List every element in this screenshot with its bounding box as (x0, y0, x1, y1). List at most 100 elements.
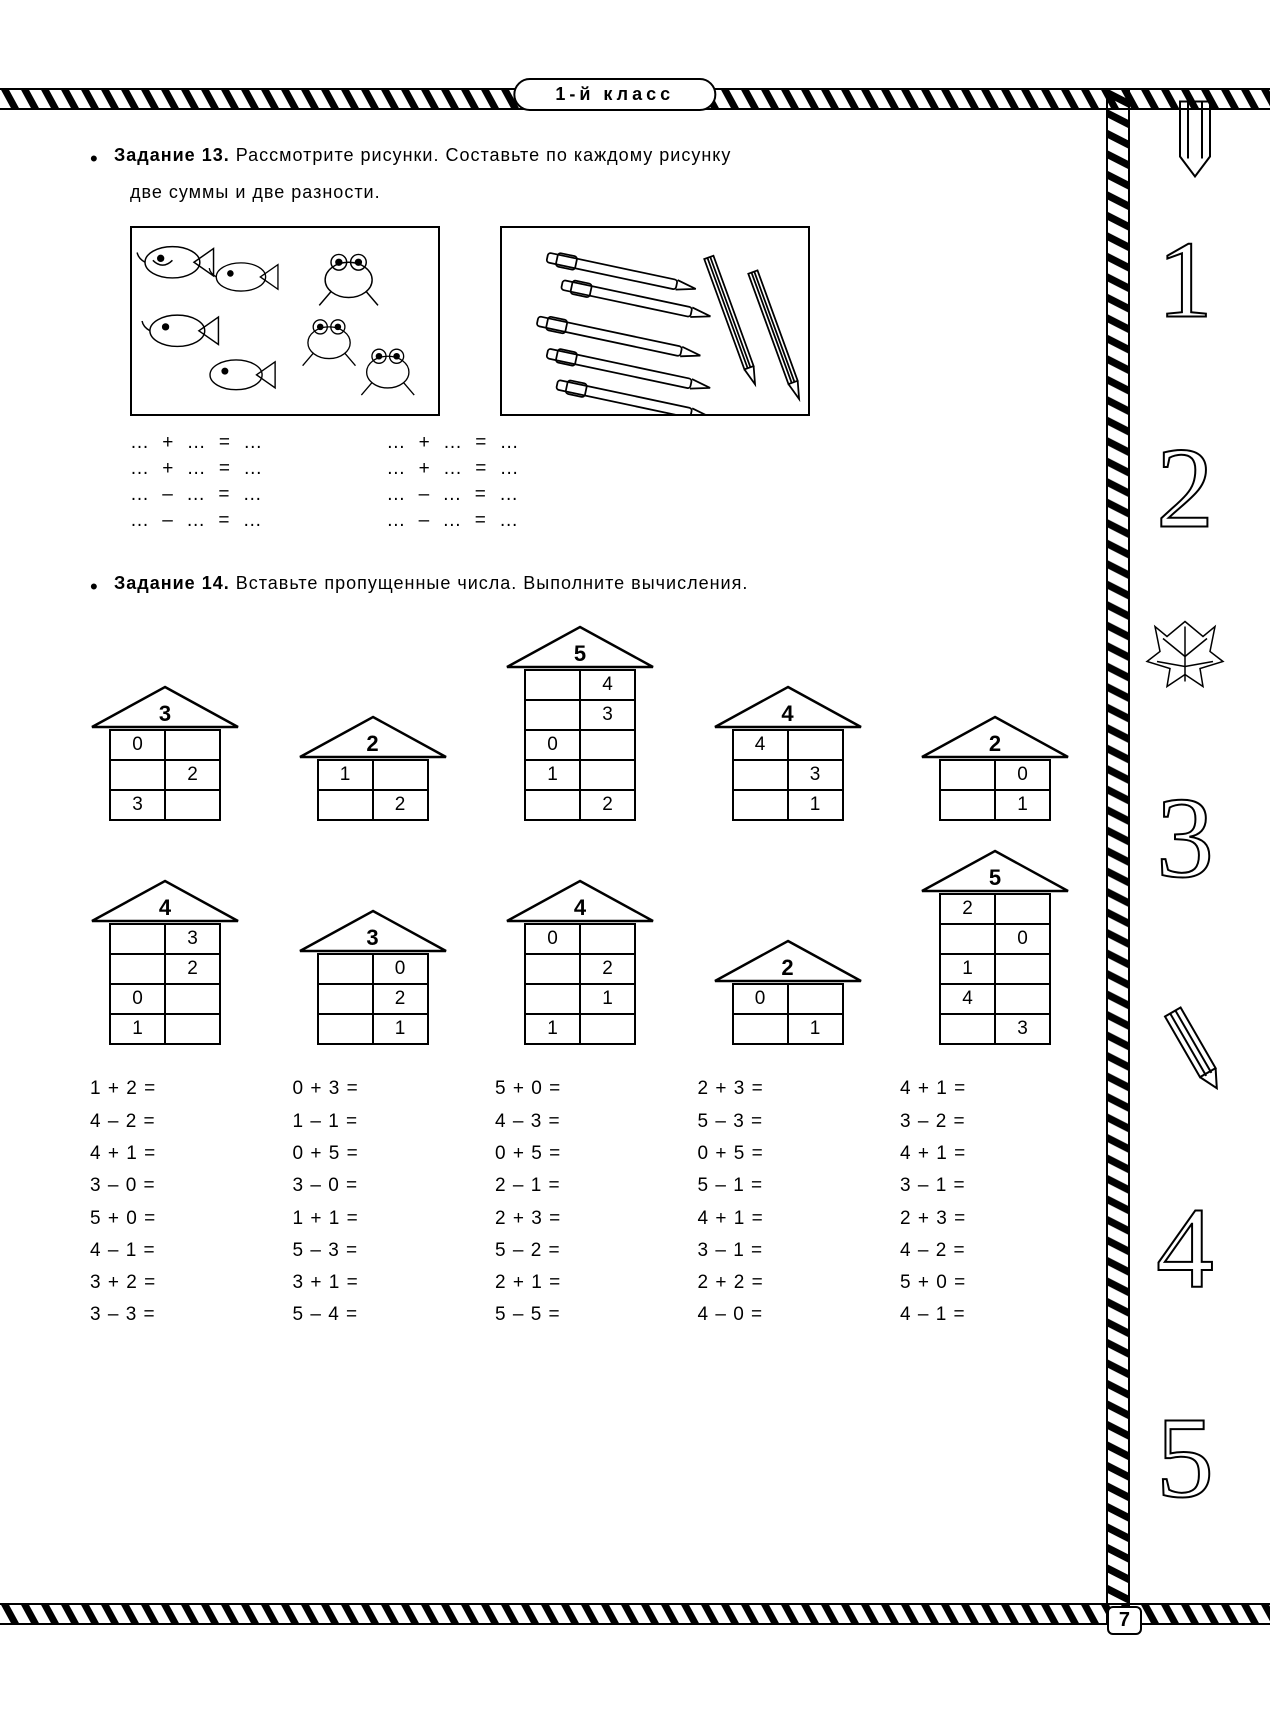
house-cell[interactable]: 3 (110, 790, 165, 820)
house-cell[interactable] (580, 924, 635, 954)
house-cell[interactable]: 1 (373, 1014, 428, 1044)
house-table[interactable]: 021 (317, 953, 429, 1045)
calc-line[interactable]: 1 + 1 = (293, 1203, 463, 1235)
calc-line[interactable]: 5 – 4 = (293, 1299, 463, 1331)
house-cell[interactable]: 3 (788, 760, 843, 790)
house-cell[interactable] (318, 984, 373, 1014)
house-cell[interactable]: 4 (580, 670, 635, 700)
calc-line[interactable]: 3 + 1 = (293, 1267, 463, 1299)
house-cell[interactable]: 1 (580, 984, 635, 1014)
blank-line[interactable]: … + … = … (130, 458, 266, 480)
house-cell[interactable]: 0 (110, 984, 165, 1014)
house-cell[interactable] (165, 730, 220, 760)
house-cell[interactable] (525, 984, 580, 1014)
house-cell[interactable]: 3 (165, 924, 220, 954)
house-cell[interactable]: 0 (525, 730, 580, 760)
calc-line[interactable]: 0 + 5 = (293, 1138, 463, 1170)
house-table[interactable]: 12 (317, 759, 429, 821)
calc-line[interactable]: 2 + 3 = (900, 1203, 1070, 1235)
calc-line[interactable]: 0 + 5 = (495, 1138, 665, 1170)
calc-line[interactable]: 3 – 1 = (698, 1235, 868, 1267)
blank-line[interactable]: … – … = … (130, 510, 266, 532)
house-cell[interactable] (580, 730, 635, 760)
calc-line[interactable]: 2 + 3 = (495, 1203, 665, 1235)
blank-line[interactable]: … + … = … (386, 458, 522, 480)
house-cell[interactable]: 2 (373, 984, 428, 1014)
house-table[interactable]: 01 (732, 983, 844, 1045)
calc-line[interactable]: 4 + 1 = (698, 1203, 868, 1235)
house-cell[interactable] (110, 924, 165, 954)
calc-line[interactable]: 5 – 3 = (293, 1235, 463, 1267)
blank-line[interactable]: … + … = … (130, 432, 266, 454)
house-cell[interactable] (525, 954, 580, 984)
blank-line[interactable]: … + … = … (386, 432, 522, 454)
calc-line[interactable]: 0 + 3 = (293, 1073, 463, 1105)
house-cell[interactable]: 0 (373, 954, 428, 984)
house-cell[interactable]: 1 (788, 790, 843, 820)
house-table[interactable]: 023 (109, 729, 221, 821)
house-cell[interactable] (940, 760, 995, 790)
calc-line[interactable]: 2 – 1 = (495, 1170, 665, 1202)
house-cell[interactable]: 1 (525, 760, 580, 790)
blank-line[interactable]: … – … = … (386, 484, 522, 506)
house-cell[interactable]: 2 (373, 790, 428, 820)
house-cell[interactable] (318, 790, 373, 820)
house-cell[interactable] (733, 760, 788, 790)
house-table[interactable]: 43012 (524, 669, 636, 821)
calc-line[interactable]: 2 + 2 = (698, 1267, 868, 1299)
house-cell[interactable]: 1 (110, 1014, 165, 1044)
house-cell[interactable]: 4 (940, 984, 995, 1014)
house-cell[interactable] (995, 954, 1050, 984)
calc-line[interactable]: 3 – 2 = (900, 1106, 1070, 1138)
house-cell[interactable] (733, 790, 788, 820)
house-cell[interactable] (318, 1014, 373, 1044)
calc-line[interactable]: 4 + 1 = (900, 1138, 1070, 1170)
blank-line[interactable]: … – … = … (386, 510, 522, 532)
calc-line[interactable]: 1 + 2 = (90, 1073, 260, 1105)
house-table[interactable]: 431 (732, 729, 844, 821)
calc-line[interactable]: 5 – 3 = (698, 1106, 868, 1138)
house-cell[interactable] (788, 730, 843, 760)
house-cell[interactable] (788, 984, 843, 1014)
house-cell[interactable]: 1 (995, 790, 1050, 820)
calc-line[interactable]: 4 + 1 = (900, 1073, 1070, 1105)
calc-line[interactable]: 4 + 1 = (90, 1138, 260, 1170)
house-cell[interactable] (995, 984, 1050, 1014)
house-cell[interactable] (110, 954, 165, 984)
calc-line[interactable]: 5 + 0 = (90, 1203, 260, 1235)
calc-line[interactable]: 5 – 1 = (698, 1170, 868, 1202)
house-cell[interactable]: 2 (165, 760, 220, 790)
house-cell[interactable] (580, 1014, 635, 1044)
house-cell[interactable]: 1 (788, 1014, 843, 1044)
calc-line[interactable]: 2 + 1 = (495, 1267, 665, 1299)
house-cell[interactable] (165, 1014, 220, 1044)
calc-line[interactable]: 0 + 5 = (698, 1138, 868, 1170)
house-cell[interactable] (110, 760, 165, 790)
calc-line[interactable]: 4 – 3 = (495, 1106, 665, 1138)
calc-line[interactable]: 2 + 3 = (698, 1073, 868, 1105)
calc-line[interactable]: 5 + 0 = (900, 1267, 1070, 1299)
house-table[interactable]: 3201 (109, 923, 221, 1045)
house-cell[interactable]: 1 (940, 954, 995, 984)
house-cell[interactable] (165, 790, 220, 820)
house-table[interactable]: 0211 (524, 923, 636, 1045)
calc-line[interactable]: 1 – 1 = (293, 1106, 463, 1138)
house-cell[interactable]: 2 (580, 790, 635, 820)
calc-line[interactable]: 4 – 2 = (900, 1235, 1070, 1267)
calc-line[interactable]: 4 – 2 = (90, 1106, 260, 1138)
blank-line[interactable]: … – … = … (130, 484, 266, 506)
house-table[interactable]: 20143 (939, 893, 1051, 1045)
house-cell[interactable] (733, 1014, 788, 1044)
house-cell[interactable]: 1 (525, 1014, 580, 1044)
house-cell[interactable] (525, 700, 580, 730)
house-cell[interactable]: 2 (940, 894, 995, 924)
house-cell[interactable] (940, 790, 995, 820)
house-cell[interactable]: 4 (733, 730, 788, 760)
house-cell[interactable]: 2 (165, 954, 220, 984)
house-cell[interactable] (940, 1014, 995, 1044)
house-cell[interactable] (318, 954, 373, 984)
calc-line[interactable]: 3 – 1 = (900, 1170, 1070, 1202)
calc-line[interactable]: 4 – 1 = (900, 1299, 1070, 1331)
house-cell[interactable] (525, 790, 580, 820)
house-cell[interactable]: 3 (580, 700, 635, 730)
